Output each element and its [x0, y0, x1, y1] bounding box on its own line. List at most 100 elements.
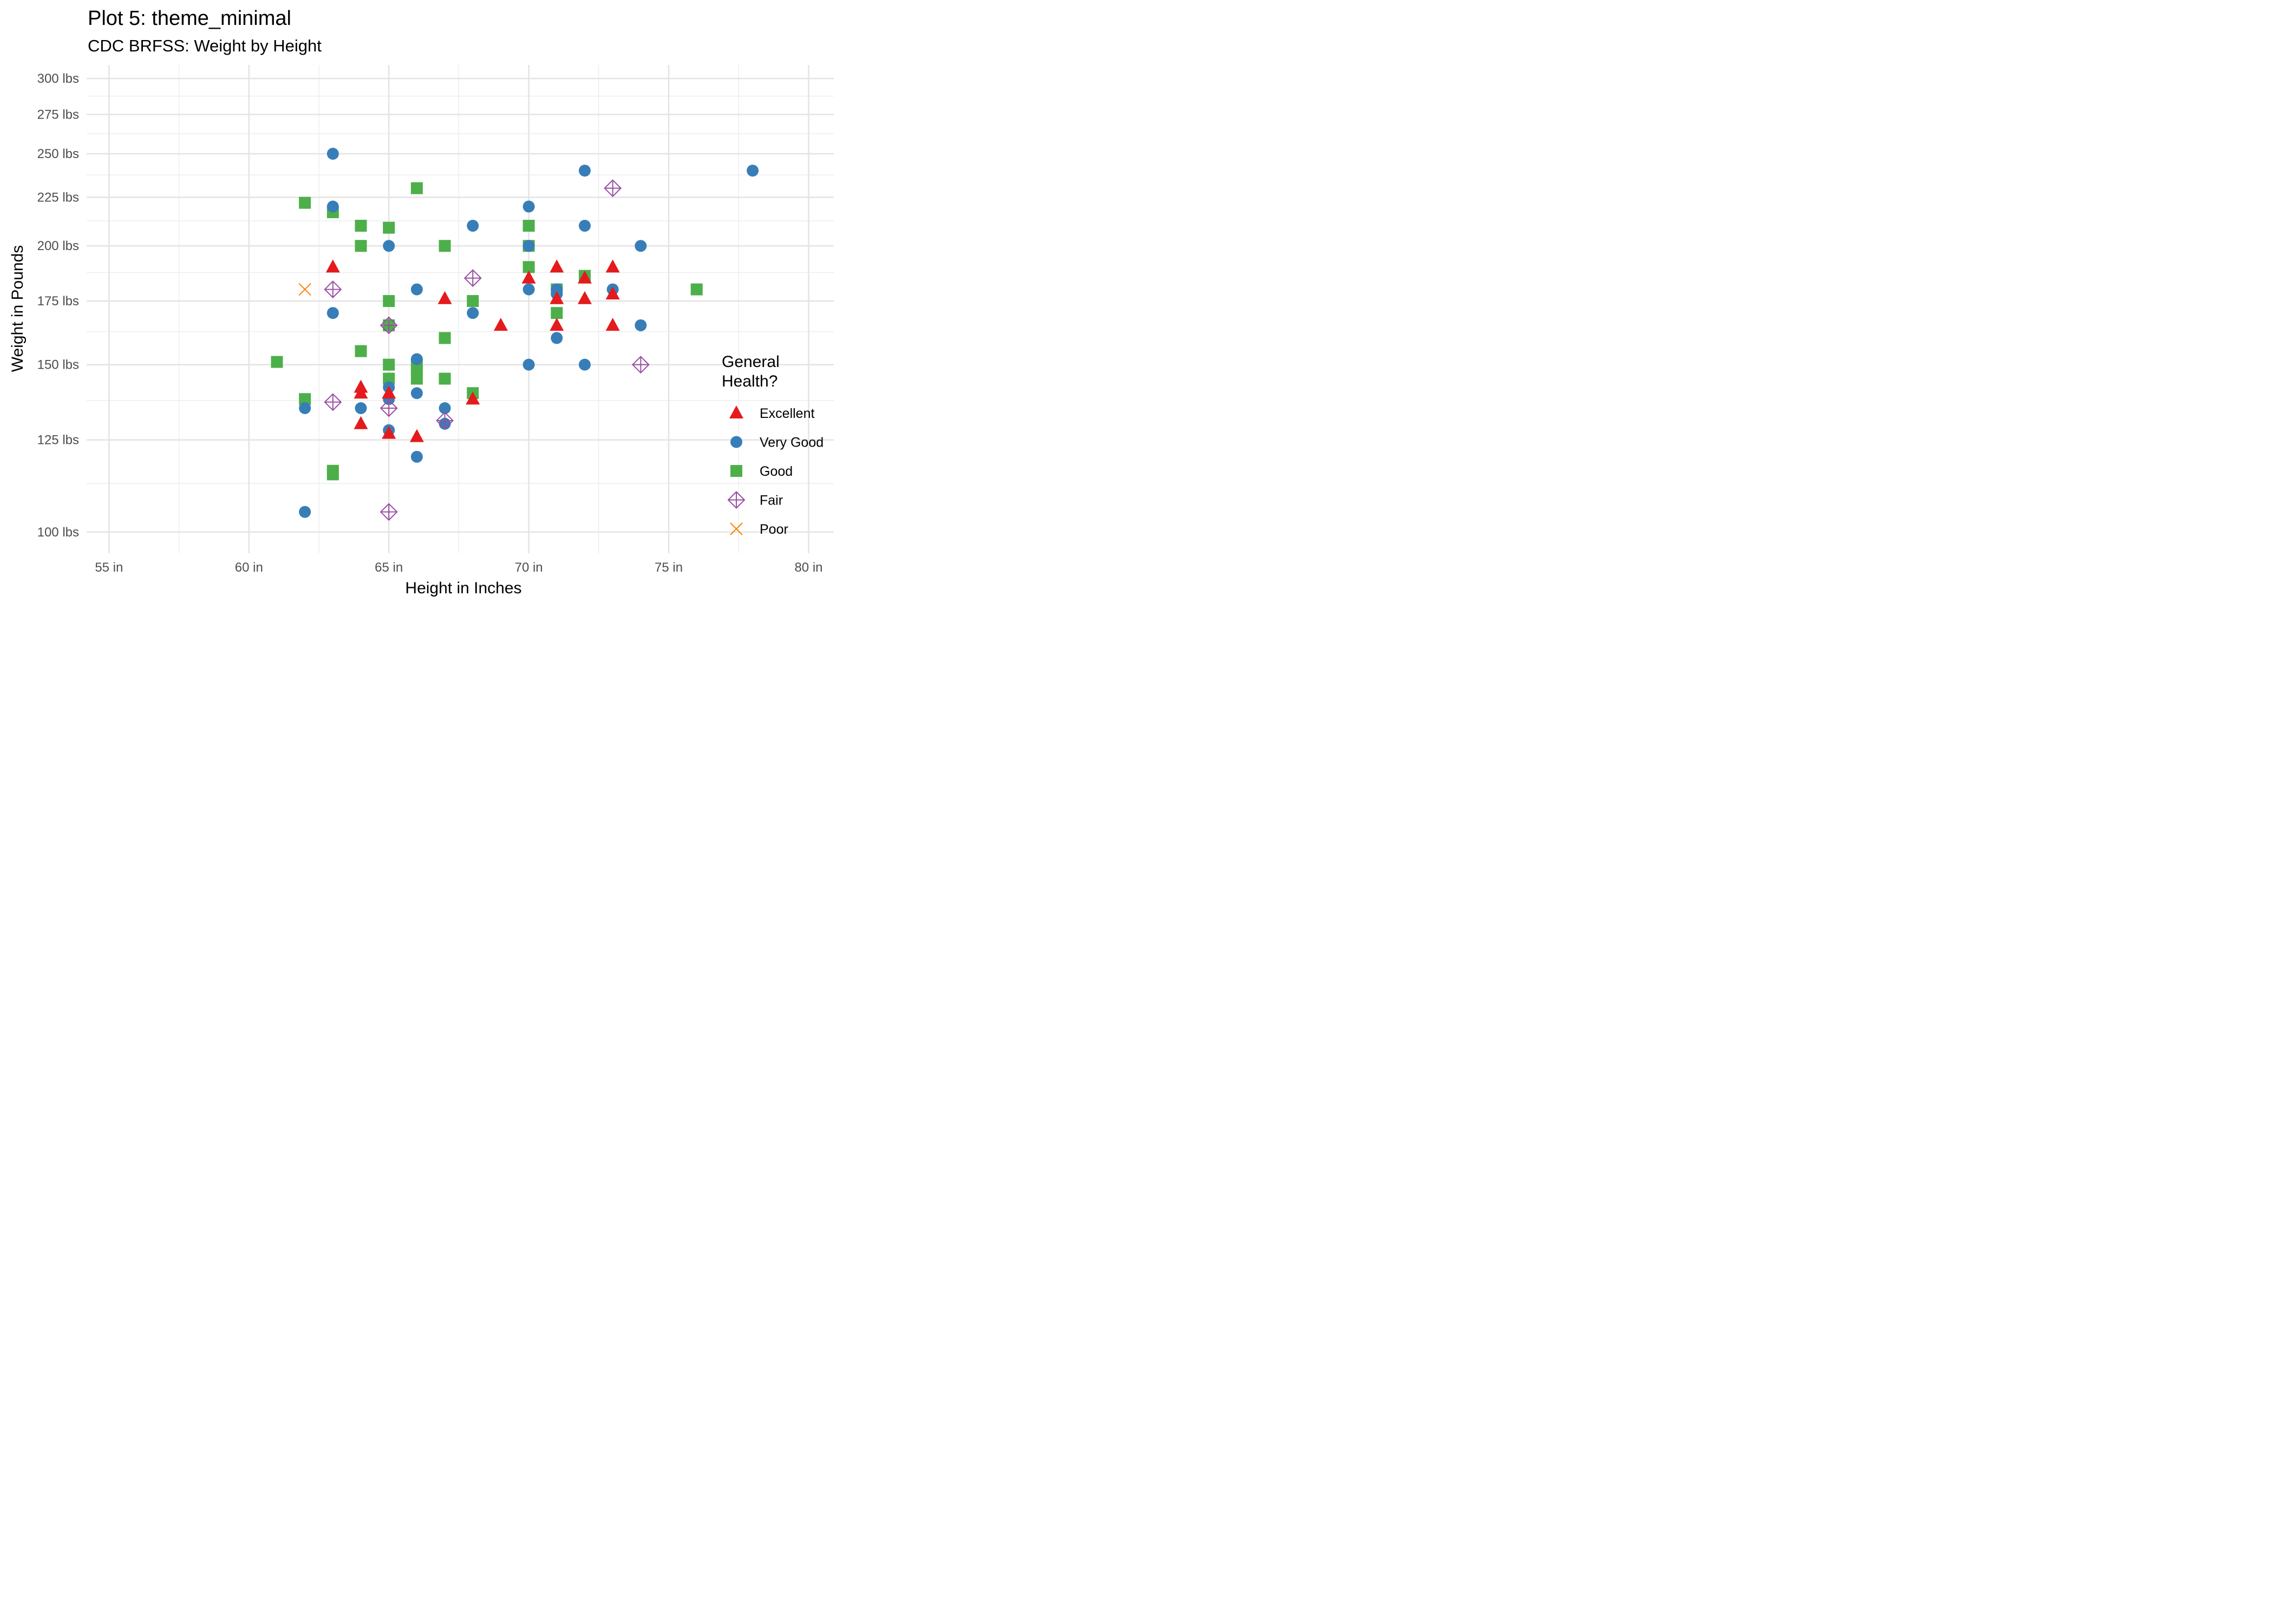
y-axis-title: Weight in Pounds: [9, 245, 27, 372]
point-excellent: [550, 291, 564, 304]
legend: General Health? Excellent Very Good Good Fa…: [722, 353, 824, 537]
point-very-good: [522, 200, 535, 213]
point-good: [439, 332, 451, 344]
legend-item-good: Good: [730, 464, 793, 479]
point-excellent: [605, 259, 620, 273]
point-very-good: [467, 307, 479, 319]
y-tick-label: 125 lbs: [37, 433, 79, 448]
point-very-good: [747, 165, 759, 177]
x-tick-label: 65 in: [375, 560, 403, 575]
legend-label-poor: Poor: [760, 522, 788, 537]
point-good: [383, 372, 395, 385]
point-very-good: [299, 402, 311, 415]
point-excellent: [382, 425, 396, 439]
point-very-good: [579, 220, 591, 232]
point-very-good: [579, 165, 591, 177]
point-very-good: [383, 240, 395, 252]
point-excellent: [354, 416, 368, 429]
point-fair: [604, 179, 622, 198]
data-points: [271, 148, 759, 521]
point-good: [271, 356, 283, 368]
grid-layer: [87, 65, 834, 553]
point-good: [690, 283, 703, 296]
legend-item-very-good: Very Good: [730, 435, 824, 450]
point-excellent: [578, 291, 592, 304]
point-fair: [631, 356, 650, 374]
scatter-plot: 55 in 60 in 65 in 70 in 75 in 80 in 100 lbs 12…: [9, 65, 834, 597]
chart-title: Plot 5: theme_minimal: [88, 7, 291, 30]
legend-item-poor: Poor: [730, 522, 788, 537]
point-very-good: [551, 332, 563, 344]
point-good: [439, 372, 451, 385]
point-very-good: [326, 148, 339, 160]
point-very-good: [326, 307, 339, 319]
legend-title-line-2: Health?: [722, 372, 777, 390]
point-good: [355, 220, 367, 232]
legend-label-good: Good: [760, 464, 793, 479]
point-excellent: [578, 270, 592, 284]
legend-item-excellent: Excellent: [729, 405, 814, 421]
point-very-good: [579, 358, 591, 371]
point-very-good: [467, 220, 479, 232]
x-axis-ticks: 55 in 60 in 65 in 70 in 75 in 80 in: [95, 560, 822, 575]
point-good: [383, 358, 395, 371]
point-very-good: [635, 319, 647, 331]
point-excellent: [521, 270, 536, 284]
point-excellent: [493, 317, 508, 331]
y-tick-label: 150 lbs: [37, 358, 79, 372]
point-very-good: [299, 506, 311, 518]
point-good: [439, 240, 451, 252]
legend-key-very-good: [730, 436, 742, 448]
point-good: [551, 307, 563, 319]
point-very-good: [355, 402, 367, 415]
point-excellent: [466, 391, 480, 405]
legend-key-poor: [730, 522, 743, 535]
point-very-good: [439, 402, 451, 415]
point-excellent: [437, 291, 452, 304]
y-tick-label: 100 lbs: [37, 525, 79, 540]
point-very-good: [410, 283, 423, 296]
point-good: [383, 221, 395, 234]
point-excellent: [605, 286, 620, 300]
point-poor: [298, 283, 311, 296]
point-very-good: [522, 240, 535, 252]
legend-item-fair: Fair: [727, 491, 783, 509]
y-tick-label: 225 lbs: [37, 190, 79, 205]
point-good: [467, 295, 479, 307]
y-tick-label: 250 lbs: [37, 147, 79, 161]
point-excellent: [550, 317, 564, 331]
point-excellent: [605, 317, 620, 331]
point-fair: [324, 280, 342, 299]
point-excellent: [409, 429, 424, 442]
point-very-good: [410, 450, 423, 463]
point-excellent: [382, 385, 396, 399]
point-good: [355, 240, 367, 252]
x-tick-label: 75 in: [655, 560, 683, 575]
x-tick-label: 80 in: [794, 560, 822, 575]
legend-key-excellent: [729, 405, 743, 418]
legend-key-fair: [727, 491, 746, 509]
point-very-good: [410, 387, 423, 400]
point-good: [326, 468, 339, 481]
point-very-good: [326, 200, 339, 213]
point-fair: [463, 269, 482, 287]
point-fair: [380, 503, 398, 521]
x-tick-label: 70 in: [515, 560, 543, 575]
y-tick-label: 175 lbs: [37, 294, 79, 309]
point-fair: [436, 411, 454, 430]
point-excellent: [354, 385, 368, 399]
legend-key-good: [730, 465, 742, 477]
point-good: [522, 220, 535, 232]
point-fair: [380, 399, 398, 417]
x-axis-title: Height in Inches: [405, 579, 521, 597]
legend-label-fair: Fair: [760, 493, 783, 508]
legend-title-line-1: General: [722, 353, 780, 371]
y-tick-label: 300 lbs: [37, 71, 79, 86]
chart-subtitle: CDC BRFSS: Weight by Height: [88, 36, 322, 55]
point-good: [522, 261, 535, 273]
point-good: [410, 182, 423, 194]
point-very-good: [410, 353, 423, 365]
y-axis-ticks: 100 lbs 125 lbs 150 lbs 175 lbs 200 lbs 225 l…: [37, 71, 79, 540]
point-fair: [324, 393, 342, 411]
legend-label-very-good: Very Good: [760, 435, 824, 450]
